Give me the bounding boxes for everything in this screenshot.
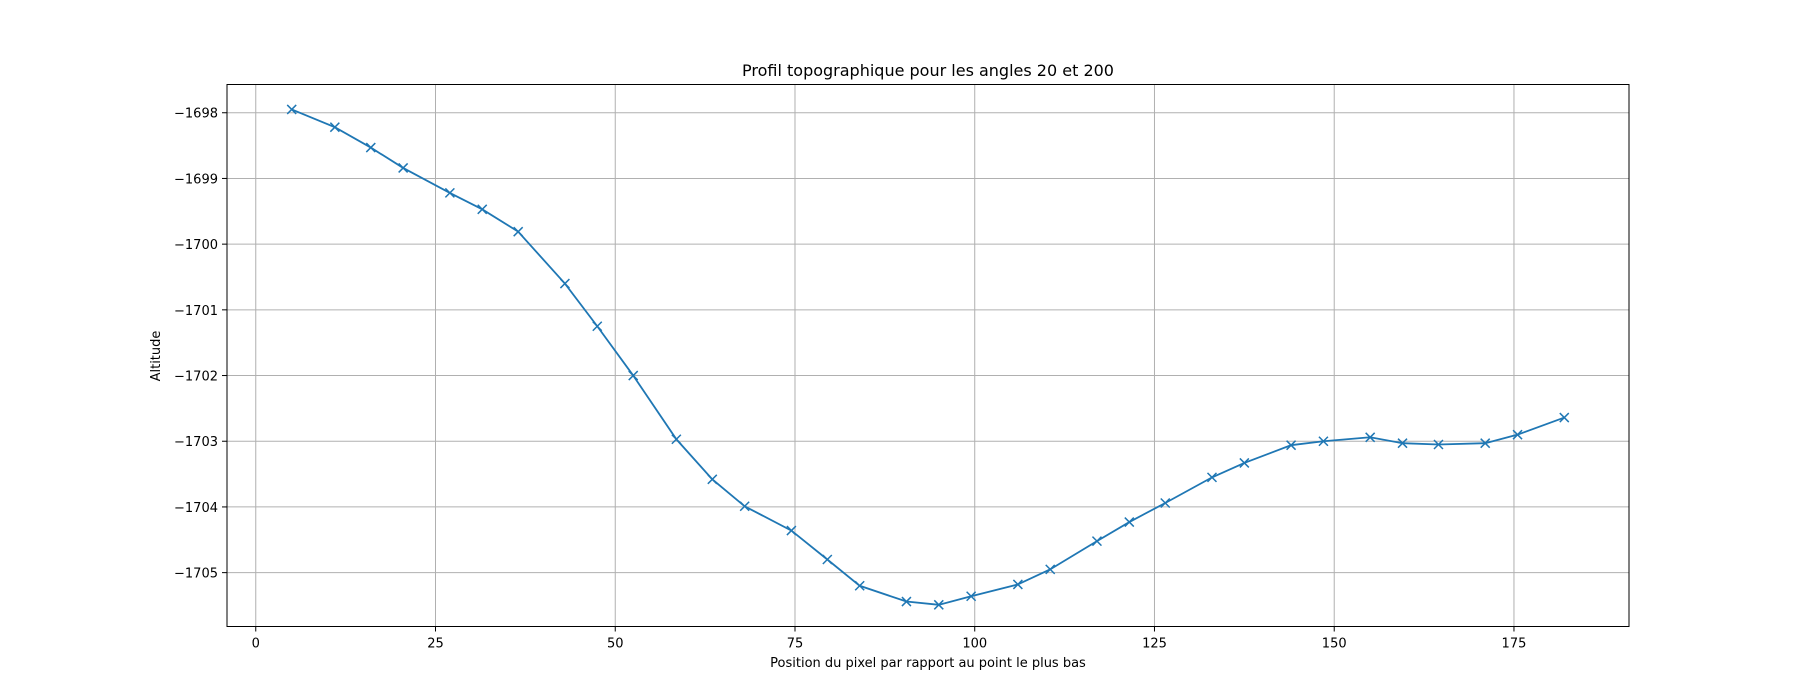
x-tick-label: 25: [427, 637, 444, 652]
data-point-marker: [933, 599, 944, 610]
data-point-marker: [286, 104, 297, 115]
x-tick-label: 175: [1502, 637, 1527, 652]
data-point-marker: [739, 501, 750, 512]
data-point-marker: [1397, 438, 1408, 449]
data-point-marker: [365, 142, 376, 153]
data-point-marker: [1433, 439, 1444, 450]
data-point-marker: [398, 162, 409, 173]
grid-lines: [227, 84, 1629, 627]
y-axis-label: Altitude: [149, 331, 164, 382]
data-point-marker: [1091, 536, 1102, 547]
axis-ticks: 0 25 50 75 100 125 150 175 −1698 −1699 −1700 −1701 −…: [174, 107, 1526, 652]
data-point-marker: [1559, 412, 1570, 423]
marker-layer: [286, 104, 1570, 610]
data-point-marker: [1012, 579, 1023, 590]
data-point-marker: [592, 321, 603, 332]
data-point-marker: [1239, 457, 1250, 468]
data-point-marker: [1512, 429, 1523, 440]
x-tick-label: 150: [1322, 637, 1347, 652]
data-point-marker: [444, 187, 455, 198]
data-point-marker: [329, 122, 340, 133]
data-point-marker: [1480, 438, 1491, 449]
y-tick-label: −1704: [174, 501, 218, 516]
data-point-marker: [786, 525, 797, 536]
x-tick-label: 125: [1142, 637, 1167, 652]
y-tick-label: −1705: [174, 567, 218, 582]
data-point-marker: [477, 204, 488, 215]
data-point-marker: [628, 370, 639, 381]
data-point-marker: [1286, 440, 1297, 451]
y-tick-label: −1703: [174, 435, 218, 450]
x-axis-label: Position du pixel par rapport au point l…: [770, 656, 1086, 671]
y-tick-label: −1701: [174, 304, 218, 319]
chart-title: Profil topographique pour les angles 20 …: [742, 61, 1114, 80]
data-point-marker: [513, 226, 524, 237]
x-tick-label: 50: [607, 637, 624, 652]
data-point-marker: [822, 554, 833, 565]
y-tick-label: −1700: [174, 238, 218, 253]
data-point-marker: [1124, 517, 1135, 528]
data-point-marker: [901, 596, 912, 607]
x-tick-label: 100: [962, 637, 987, 652]
data-point-marker: [966, 591, 977, 602]
data-point-marker: [559, 278, 570, 289]
series-layer: [291, 108, 1565, 606]
data-point-marker: [671, 434, 682, 445]
data-point-marker: [1365, 432, 1376, 443]
plot-frame: [226, 84, 1630, 627]
data-point-marker: [1160, 497, 1171, 509]
x-tick-label: 0: [252, 637, 260, 652]
y-tick-label: −1698: [174, 107, 218, 122]
y-tick-label: −1702: [174, 370, 218, 385]
data-point-marker: [854, 580, 865, 591]
series-line: [291, 108, 1565, 606]
data-point-marker: [1045, 564, 1056, 575]
data-point-marker: [1206, 472, 1218, 483]
data-point-marker: [1318, 436, 1329, 447]
data-point-marker: [707, 474, 718, 485]
y-tick-label: −1699: [174, 172, 218, 187]
x-tick-label: 75: [787, 637, 804, 652]
